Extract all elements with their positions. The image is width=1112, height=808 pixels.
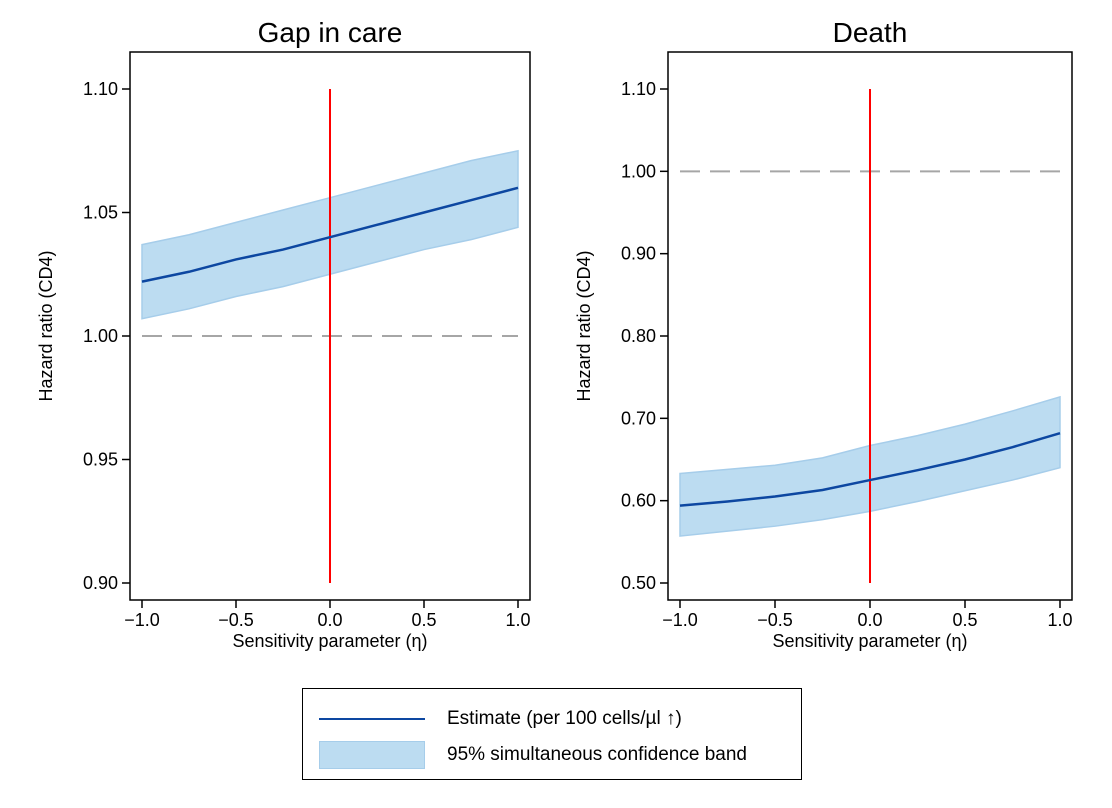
x-axis-label: Sensitivity parameter (η) (772, 631, 967, 651)
legend-band-swatch (319, 741, 425, 769)
y-tick-label: 0.80 (621, 326, 656, 346)
chart-title: Death (833, 17, 908, 48)
chart-title: Gap in care (258, 17, 403, 48)
y-tick-label: 0.90 (83, 573, 118, 593)
estimate-line (141, 186, 519, 283)
y-tick-label: 1.00 (621, 161, 656, 181)
legend-item-estimate: Estimate (per 100 cells/µl ↑) (319, 704, 682, 734)
x-tick-label: −1.0 (662, 610, 698, 630)
legend: Estimate (per 100 cells/µl ↑) 95% simult… (302, 688, 802, 780)
estimate-line (679, 431, 1061, 507)
x-tick-label: 0.5 (952, 610, 977, 630)
x-tick-label: −0.5 (218, 610, 254, 630)
x-tick-label: 1.0 (1047, 610, 1072, 630)
chart-panel-1: Gap in care 0.90 0.95 1.00 1.05 1.10 −1.0 −0.5 0… (36, 17, 531, 651)
y-tick-label: 0.95 (83, 450, 118, 470)
y-axis-label: Hazard ratio (CD4) (36, 250, 56, 401)
y-tick-label: 1.05 (83, 203, 118, 223)
legend-estimate-label: Estimate (per 100 cells/µl ↑) (447, 708, 682, 729)
legend-item-band: 95% simultaneous confidence band (319, 740, 747, 770)
legend-band-label: 95% simultaneous confidence band (447, 744, 747, 765)
x-axis-label: Sensitivity parameter (η) (232, 631, 427, 651)
x-tick-label: −0.5 (757, 610, 793, 630)
y-tick-label: 0.90 (621, 244, 656, 264)
x-tick-label: 0.0 (317, 610, 342, 630)
chart-panel-2: Death 0.50 0.60 0.70 0.80 0.90 1.00 1.10 −1.0 −0.… (574, 17, 1073, 651)
y-tick-label: 1.00 (83, 326, 118, 346)
x-tick-label: 0.0 (857, 610, 882, 630)
x-tick-label: −1.0 (124, 610, 160, 630)
y-tick-label: 1.10 (83, 79, 118, 99)
y-tick-label: 0.70 (621, 408, 656, 428)
y-tick-label: 1.10 (621, 79, 656, 99)
y-axis-label: Hazard ratio (CD4) (574, 250, 594, 401)
legend-estimate-swatch (319, 718, 425, 720)
y-tick-label: 0.60 (621, 491, 656, 511)
x-tick-label: 1.0 (505, 610, 530, 630)
x-tick-label: 0.5 (411, 610, 436, 630)
y-tick-label: 0.50 (621, 573, 656, 593)
